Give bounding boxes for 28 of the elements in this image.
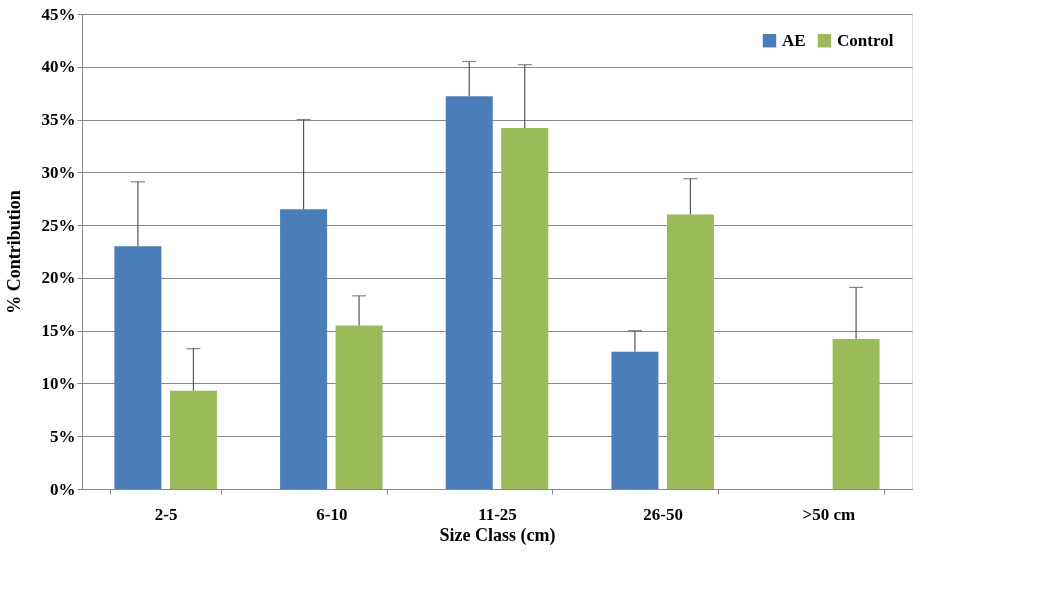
bar (611, 351, 659, 489)
bar (445, 96, 493, 489)
y-tick-label: 20% (41, 268, 76, 288)
x-tick-label: 2-5 (154, 504, 178, 524)
y-tick-label: 35% (41, 110, 76, 130)
bar (666, 214, 714, 489)
y-tick-label: 15% (41, 321, 76, 341)
y-axis-title: % Contribution (3, 190, 24, 314)
bar (280, 209, 328, 489)
legend-label: AE (782, 30, 806, 50)
y-tick-label: 5% (50, 426, 76, 446)
bar (501, 128, 549, 489)
y-tick-label: 45% (41, 4, 76, 24)
y-tick-label: 10% (41, 373, 76, 393)
x-tick-label: >50 cm (802, 504, 856, 524)
y-tick-label: 30% (41, 162, 76, 182)
x-tick-label: 11-25 (478, 504, 517, 524)
legend-label: Control (837, 30, 894, 50)
bar (832, 339, 880, 489)
y-tick-label: 0% (50, 479, 76, 499)
bar (335, 325, 383, 489)
y-tick-label: 25% (41, 215, 76, 235)
bar (169, 390, 217, 489)
x-tick-label: 26-50 (643, 504, 683, 524)
bar (114, 246, 162, 489)
x-tick-label: 6-10 (316, 504, 348, 524)
x-axis-title: Size Class (cm) (439, 524, 556, 546)
y-tick-label: 40% (41, 57, 76, 77)
